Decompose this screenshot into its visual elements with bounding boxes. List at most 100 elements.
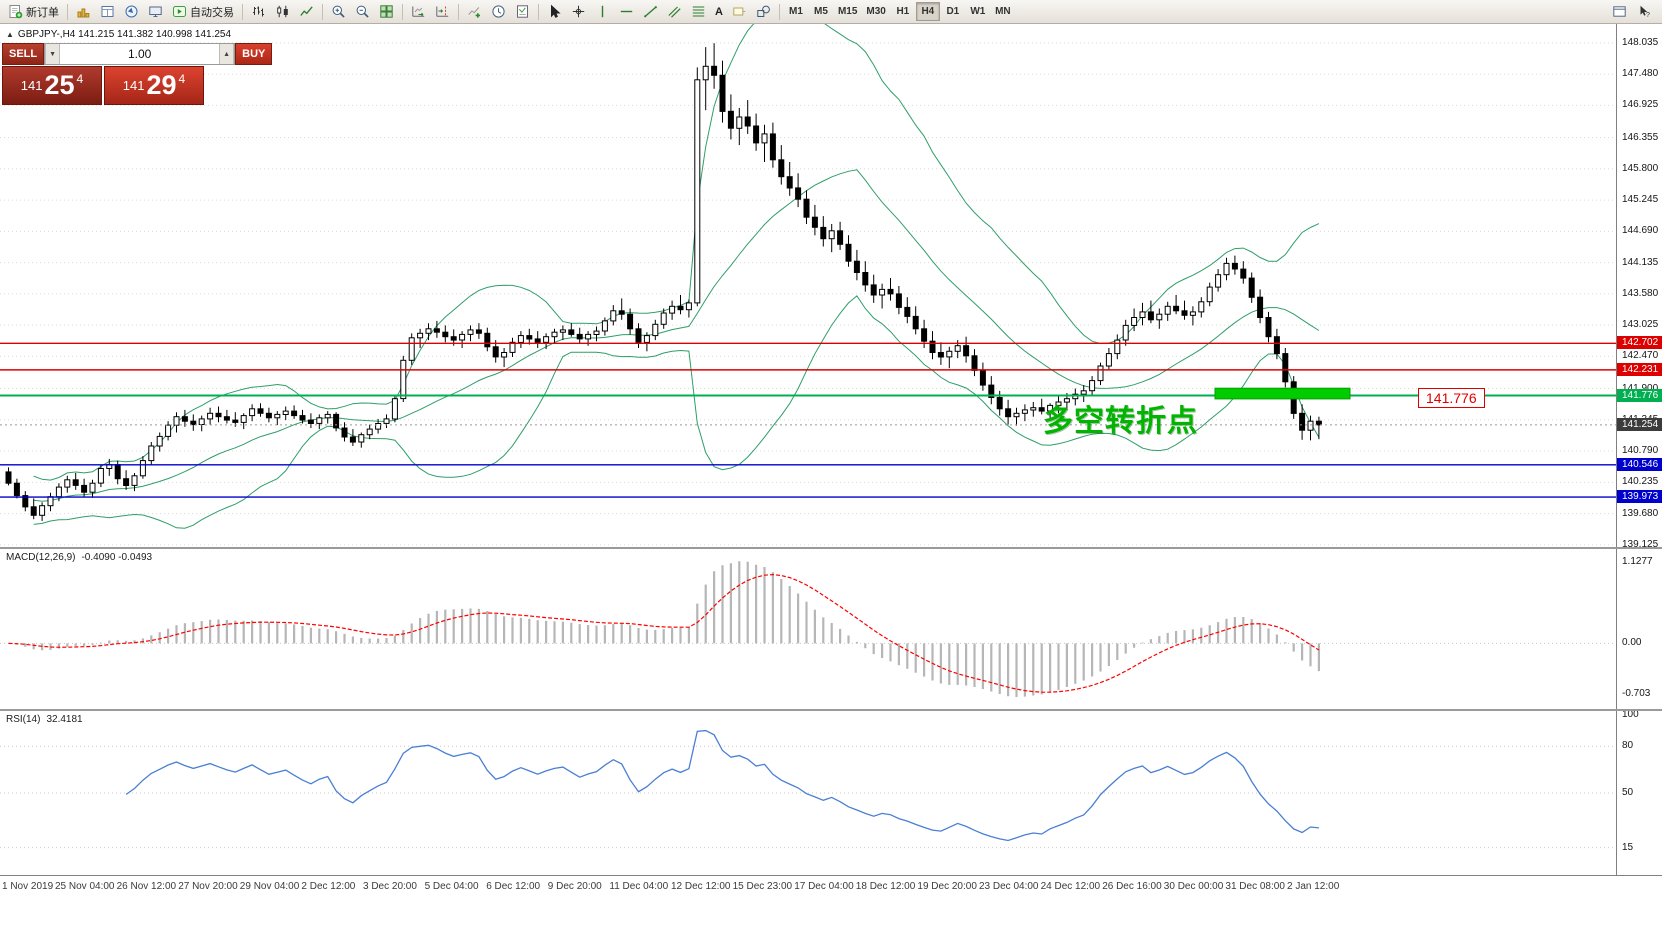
sell-price-button[interactable]: 141 25 4 — [2, 66, 102, 105]
navigator-button[interactable] — [120, 1, 143, 22]
time-axis[interactable]: 1 Nov 2019 25 Nov 04:00 26 Nov 12:00 27 Nov… — [0, 875, 1662, 899]
time-axis-label: 26 Dec 16:00 — [1102, 881, 1162, 892]
templates-icon — [515, 4, 530, 19]
price-chart-canvas[interactable] — [0, 2, 1616, 547]
new-order-label: 新订单 — [26, 6, 59, 19]
time-axis-label: 19 Dec 20:00 — [917, 881, 977, 892]
sell-button[interactable]: SELL — [2, 43, 45, 65]
channel-button[interactable] — [663, 1, 686, 22]
shapes-icon — [756, 4, 771, 19]
bar-chart-button[interactable] — [247, 1, 270, 22]
zoom-in-button[interactable] — [327, 1, 350, 22]
price-scale-label: 140.235 — [1622, 476, 1659, 488]
timeframe-m1-button[interactable]: M1 — [784, 2, 808, 21]
indicators-button[interactable] — [463, 1, 486, 22]
panel-divider[interactable] — [0, 709, 1662, 711]
symbol-ohlc-text: GBPJPY-,H4 141.215 141.382 140.998 141.2… — [17, 29, 232, 40]
crosshair-button[interactable] — [567, 1, 590, 22]
price-marker-support: 140.546 — [1617, 457, 1662, 471]
fibonacci-button[interactable] — [687, 1, 710, 22]
buy-price-sup: 4 — [178, 72, 186, 86]
toolbar-separator — [538, 3, 539, 20]
macd-scale-label: -0.703 — [1622, 688, 1651, 700]
line-chart-button[interactable] — [295, 1, 318, 22]
zoom-in-icon — [331, 4, 346, 19]
rsi-line — [125, 729, 1319, 842]
zoom-out-button[interactable] — [351, 1, 374, 22]
one-click-toggle-icon[interactable]: ▲ — [6, 30, 14, 39]
cursor-button[interactable] — [543, 1, 566, 22]
price-scale[interactable]: 148.035 147.480 146.925 146.355 145.800 145.2… — [1616, 24, 1662, 875]
text-label-button[interactable] — [728, 1, 751, 22]
chart-shift-button[interactable] — [431, 1, 454, 22]
price-callout-label[interactable]: 141.776 — [1418, 388, 1485, 408]
timeframe-w1-button[interactable]: W1 — [966, 2, 990, 21]
price-scale-label: 145.800 — [1622, 162, 1659, 174]
candle-chart-icon — [275, 4, 290, 19]
terminal-button[interactable] — [144, 1, 167, 22]
time-axis-label: 17 Dec 04:00 — [794, 881, 854, 892]
terminal-icon — [148, 4, 163, 19]
line-chart-icon — [299, 4, 314, 19]
buy-price-big: 29 — [146, 70, 177, 100]
tile-windows-button[interactable] — [375, 1, 398, 22]
toolbar-separator — [242, 3, 243, 20]
candle-chart-button[interactable] — [271, 1, 294, 22]
horizontal-line-button[interactable] — [615, 1, 638, 22]
symbol-info: ▲ GBPJPY-,H4 141.215 141.382 140.998 141.… — [6, 29, 231, 40]
vertical-line-button[interactable] — [591, 1, 614, 22]
window-icon — [1612, 4, 1627, 19]
price-scale-label: 144.690 — [1622, 225, 1659, 237]
sell-price-sup: 4 — [76, 72, 84, 86]
timeframe-h1-button[interactable]: H1 — [891, 2, 915, 21]
volume-decrease-button[interactable]: ▼ — [45, 44, 61, 64]
chart-annotation-text[interactable]: 多空转折点 — [1043, 405, 1198, 438]
new-order-button[interactable]: 新订单 — [4, 1, 63, 22]
rsi-scale-label: 80 — [1622, 740, 1634, 752]
templates-button[interactable] — [511, 1, 534, 22]
timeframe-d1-button[interactable]: D1 — [941, 2, 965, 21]
auto-trading-button[interactable]: 自动交易 — [168, 1, 238, 22]
timeframe-h4-button[interactable]: H4 — [915, 2, 940, 21]
text-tool-button[interactable]: A — [711, 1, 727, 22]
data-window-icon — [100, 4, 115, 19]
zoom-out-icon — [355, 4, 370, 19]
timeframe-m30-button[interactable]: M30 — [862, 2, 889, 21]
macd-label: MACD(12,26,9) -0.4090 -0.0493 — [6, 552, 152, 563]
highlight-zone[interactable] — [1214, 387, 1351, 400]
panel-divider[interactable] — [0, 547, 1662, 549]
rsi-scale-label: 15 — [1622, 841, 1634, 853]
macd-histogram — [15, 561, 1321, 697]
macd-values: -0.4090 -0.0493 — [81, 552, 153, 563]
buy-price-button[interactable]: 141 29 4 — [104, 66, 204, 105]
toolbar-right-group: ? — [1608, 1, 1658, 22]
price-scale-label: 146.925 — [1622, 99, 1659, 111]
volume-input[interactable] — [60, 44, 220, 64]
price-chart-panel[interactable] — [0, 2, 1616, 547]
market-watch-button[interactable] — [72, 1, 95, 22]
price-scale-label: 144.135 — [1622, 256, 1659, 268]
shapes-button[interactable] — [752, 1, 775, 22]
timeframe-mn-button[interactable]: MN — [991, 2, 1015, 21]
price-marker-resistance: 142.702 — [1617, 336, 1662, 350]
buy-button[interactable]: BUY — [235, 43, 273, 65]
data-window-button[interactable] — [96, 1, 119, 22]
rsi-indicator-name: RSI(14) — [6, 714, 41, 725]
periods-button[interactable] — [487, 1, 510, 22]
time-axis-label: 9 Dec 20:00 — [547, 881, 602, 892]
auto-scroll-button[interactable] — [407, 1, 430, 22]
tile-windows-icon — [379, 4, 394, 19]
volume-increase-button[interactable]: ▲ — [219, 44, 235, 64]
price-scale-label: 139.680 — [1622, 507, 1659, 519]
rsi-canvas[interactable] — [0, 711, 1616, 875]
trendline-button[interactable] — [639, 1, 662, 22]
timeframe-m15-button[interactable]: M15 — [834, 2, 861, 21]
rsi-panel[interactable] — [0, 711, 1616, 875]
macd-panel[interactable] — [0, 549, 1616, 709]
timeframe-m5-button[interactable]: M5 — [809, 2, 833, 21]
chart-window-button[interactable] — [1608, 1, 1631, 22]
macd-canvas[interactable] — [0, 549, 1616, 709]
vline-icon — [595, 4, 610, 19]
help-pointer-button[interactable]: ? — [1633, 1, 1656, 22]
